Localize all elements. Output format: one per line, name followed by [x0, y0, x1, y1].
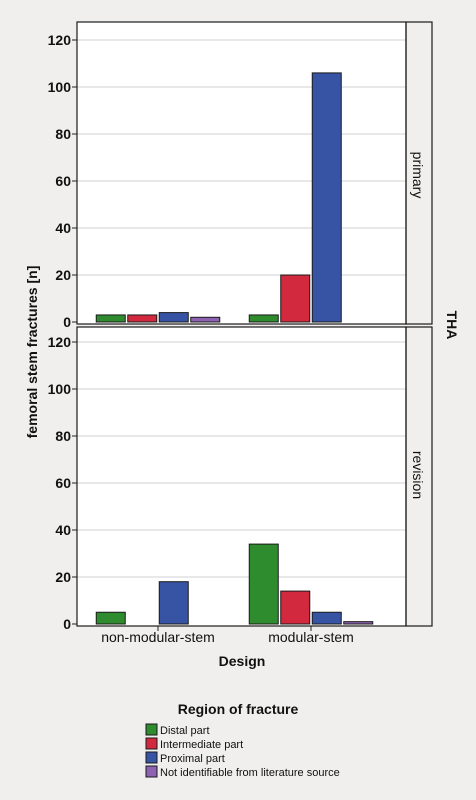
legend-label: Intermediate part: [160, 739, 243, 751]
gridlines: [77, 22, 406, 626]
y-tick-label: 60: [55, 475, 71, 491]
y-tick-label: 120: [48, 32, 72, 48]
legend-swatch: [145, 723, 158, 736]
bar: [248, 543, 279, 625]
facet-label-primary: primary: [410, 152, 426, 199]
y-tick-label: 80: [55, 428, 71, 444]
facet-label-revision: revision: [410, 451, 426, 499]
bar: [190, 316, 221, 323]
panel-background: [77, 327, 406, 626]
panel-frames: [76, 21, 433, 627]
bar: [127, 314, 158, 323]
legend-label: Proximal part: [160, 753, 225, 765]
facet-strip: [405, 326, 433, 627]
y-tick-label: 80: [55, 126, 71, 142]
y-tick-label: 0: [63, 314, 71, 330]
bar: [280, 274, 311, 323]
y-tick-label: 40: [55, 220, 71, 236]
bar: [95, 314, 126, 323]
legend-label: Distal part: [160, 725, 210, 737]
x-axis-title: Design: [219, 653, 266, 669]
facet-label-tha: THA: [444, 311, 460, 340]
bar: [343, 621, 374, 625]
legend: Distal part Intermediate part Proximal par…: [145, 723, 340, 779]
legend-swatch: [145, 751, 158, 764]
y-tick-label: 20: [55, 267, 71, 283]
legend-swatch: [145, 765, 158, 778]
legend-swatch: [145, 737, 158, 750]
x-tick-label: non-modular-stem: [101, 629, 215, 645]
y-tick-label: 120: [48, 334, 72, 350]
x-tick-label: modular-stem: [268, 629, 354, 645]
tick-labels: 0 20 40 60 80 100 120 0 20 40 60 80 100 120 non-modula…: [48, 32, 354, 645]
y-tick-label: 100: [48, 79, 72, 95]
bar: [158, 312, 189, 323]
bar: [158, 581, 189, 625]
bar: [95, 611, 126, 625]
bars: [95, 72, 374, 625]
bar: [311, 611, 342, 625]
legend-title: Region of fracture: [178, 701, 299, 717]
bar: [248, 314, 279, 323]
y-tick-label: 40: [55, 522, 71, 538]
bar: [280, 590, 311, 625]
y-tick-label: 0: [63, 616, 71, 632]
legend-label: Not identifiable from literature source: [160, 767, 340, 779]
y-tick-label: 20: [55, 569, 71, 585]
bar: [311, 72, 342, 323]
y-axis-title: femoral stem fractures [n]: [24, 266, 40, 439]
facet-strip: [405, 21, 433, 325]
panel-background: [77, 22, 406, 324]
y-tick-label: 60: [55, 173, 71, 189]
y-tick-label: 100: [48, 381, 72, 397]
